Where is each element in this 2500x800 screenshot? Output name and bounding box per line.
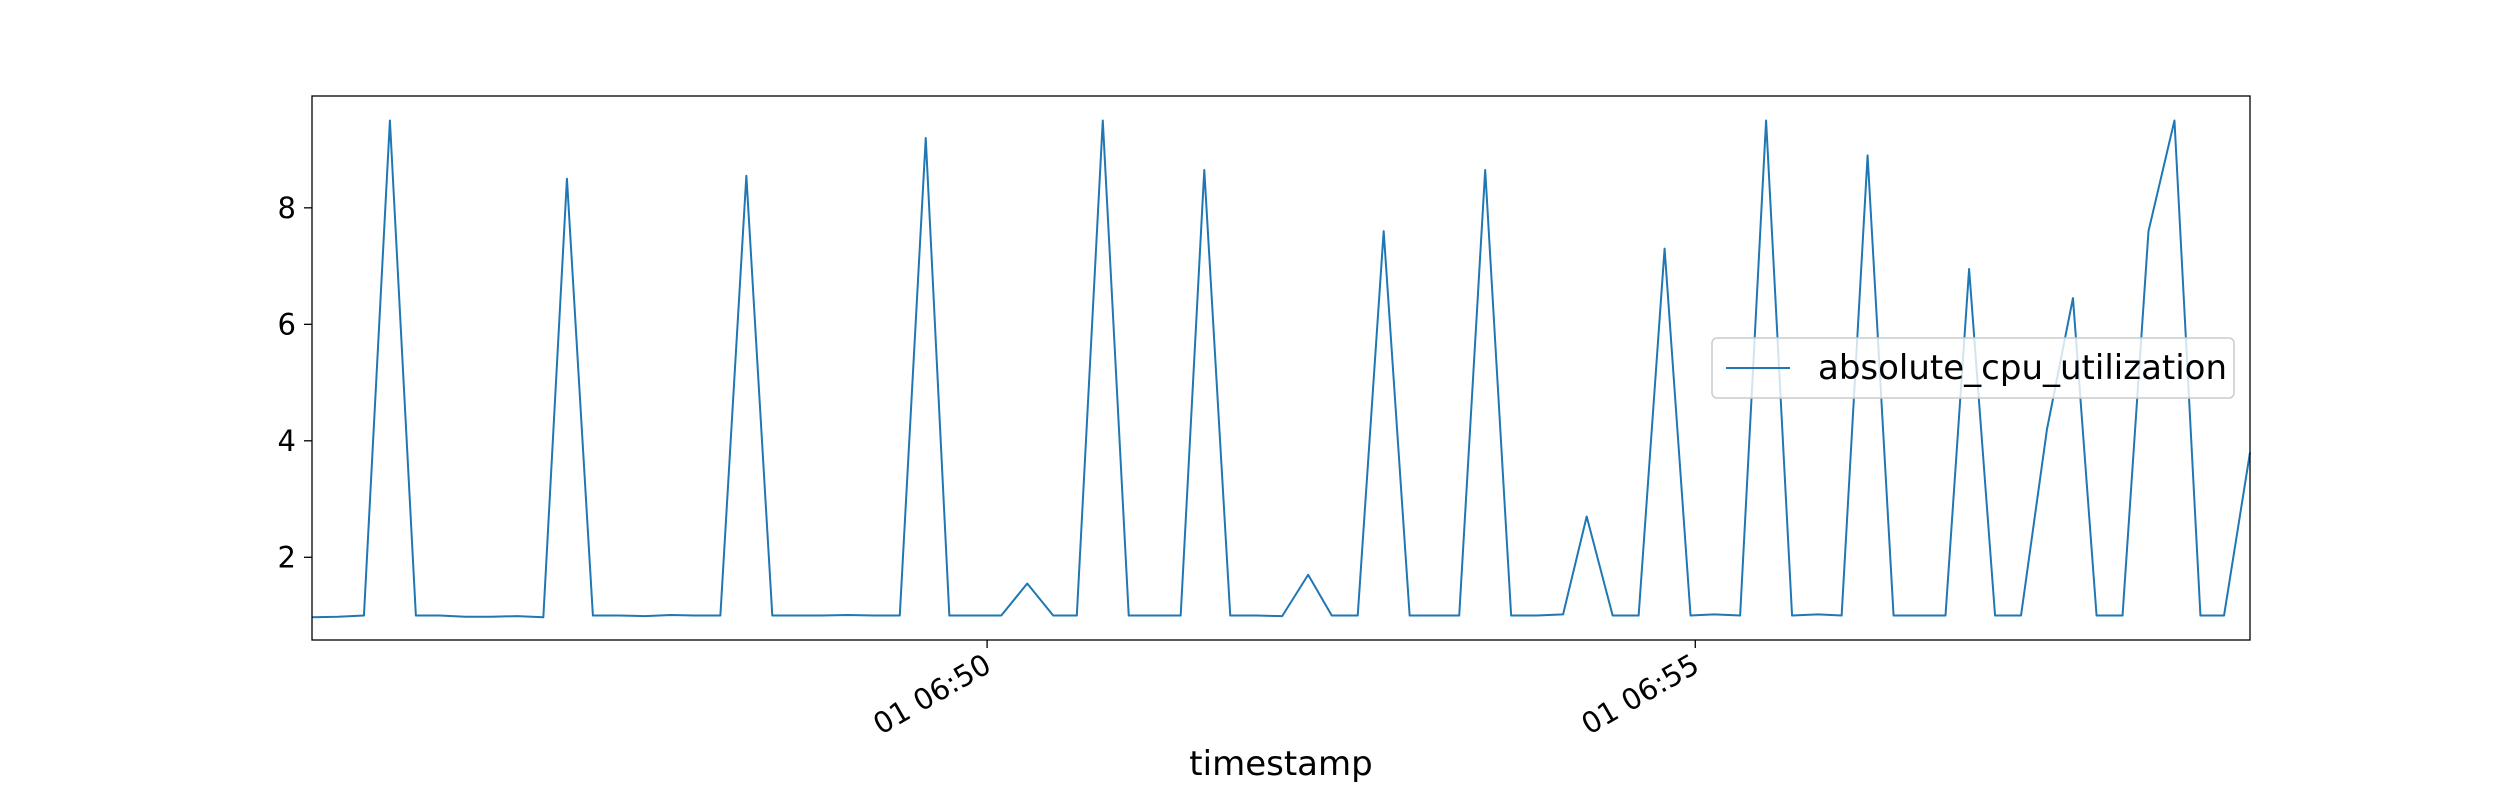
legend-label: absolute_cpu_utilization	[1818, 348, 2227, 388]
x-tick-label: 01 06:55	[1575, 647, 1704, 741]
legend: absolute_cpu_utilization	[1711, 337, 2235, 399]
y-tick-label: 4	[278, 424, 296, 458]
x-tick-label: 01 06:50	[867, 647, 996, 741]
y-tick-label: 2	[278, 540, 296, 574]
x-axis-label: timestamp	[1189, 744, 1372, 784]
data-line	[311, 119, 2251, 619]
y-tick-label: 6	[278, 307, 296, 341]
legend-box	[1711, 337, 2235, 399]
plot-frame	[311, 95, 2251, 641]
y-tick-label: 8	[278, 191, 296, 225]
